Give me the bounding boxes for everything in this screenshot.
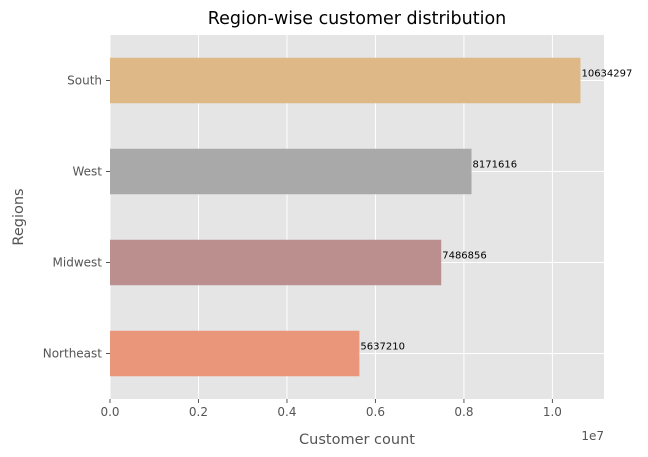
bars (110, 57, 581, 377)
y-tick-label: Northeast (43, 347, 103, 361)
bar-west (110, 148, 472, 195)
data-label: 10634297 (581, 69, 632, 80)
bar-northeast (110, 330, 360, 377)
data-labels: 5637210 7486856 8171616 10634297 (360, 69, 632, 353)
y-axis-ticks: Northeast Midwest West South (43, 74, 110, 361)
x-axis-offset-label: 1e7 (581, 429, 604, 443)
bar-south (110, 57, 581, 104)
bar-midwest (110, 239, 442, 286)
x-tick-label: 0.2 (189, 405, 208, 419)
y-tick-label: Midwest (53, 256, 103, 270)
x-tick-label: 0.4 (277, 405, 296, 419)
chart-title: Region-wise customer distribution (208, 9, 507, 29)
y-tick-label: South (67, 74, 102, 88)
x-tick-label: 0.8 (454, 405, 473, 419)
data-label: 5637210 (360, 342, 405, 353)
x-axis-label: Customer count (299, 432, 415, 448)
y-tick-label: West (72, 165, 102, 179)
x-tick-label: 1.0 (543, 405, 562, 419)
data-label: 7486856 (442, 251, 487, 262)
x-axis-ticks: 0.0 0.2 0.4 0.6 0.8 1.0 (100, 399, 562, 419)
data-label: 8171616 (473, 160, 518, 171)
x-tick-label: 0.0 (100, 405, 119, 419)
x-tick-label: 0.6 (366, 405, 385, 419)
y-axis-label: Regions (11, 188, 27, 245)
